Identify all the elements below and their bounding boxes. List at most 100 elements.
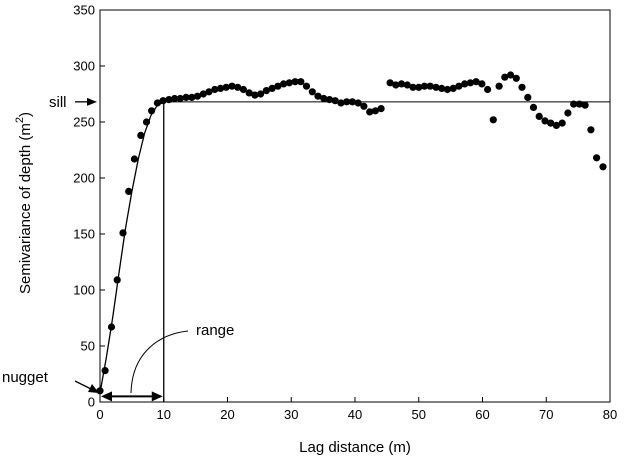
data-point [148, 107, 156, 115]
y-tick-label: 50 [81, 339, 95, 354]
y-axis-label-main: Semivariance of depth (m [17, 123, 34, 294]
data-point [547, 119, 555, 127]
range-leader-line [130, 330, 189, 394]
y-axis-label-close: ) [17, 112, 34, 117]
y-tick-label: 300 [73, 59, 95, 74]
data-point [518, 83, 526, 91]
data-point [153, 99, 161, 107]
data-point [587, 126, 595, 134]
x-axis-label: Lag distance (m) [299, 439, 411, 456]
data-point [159, 97, 167, 105]
data-point [165, 96, 173, 104]
data-point [371, 107, 379, 115]
data-point [397, 80, 406, 88]
data-point [274, 82, 282, 90]
data-point [107, 323, 116, 331]
model-lines [99, 101, 610, 402]
data-point [484, 85, 492, 94]
data-point [466, 79, 474, 87]
data-point [216, 84, 225, 92]
data-point [176, 94, 184, 103]
annotations [74, 97, 189, 402]
data-point [472, 78, 480, 86]
data-point [308, 88, 316, 96]
data-point [403, 81, 411, 89]
data-point [593, 154, 601, 162]
data-point [449, 84, 457, 92]
x-tick-label: 60 [475, 407, 489, 422]
data-point [529, 103, 538, 111]
data-point [558, 119, 566, 127]
data-point [251, 91, 259, 99]
x-tick-label: 50 [412, 407, 426, 422]
data-point [101, 367, 109, 375]
data-point [320, 94, 328, 103]
data-point [96, 387, 104, 395]
sill-label: sill [49, 94, 67, 111]
data-point [302, 82, 311, 90]
ticks: 0 10 20 30 40 50 60 70 80 0 50 100 150 200 250 300 350 [73, 3, 617, 423]
data-point [171, 94, 179, 103]
data-point [392, 81, 400, 89]
y-tick-label: 250 [73, 115, 95, 130]
y-tick-label: 100 [73, 283, 95, 298]
data-point [512, 74, 520, 82]
data-point [478, 80, 486, 88]
data-point [119, 229, 127, 237]
y-axis-label: Semivariance of depth (m2) [14, 112, 34, 294]
data-point [268, 84, 276, 92]
data-point [182, 93, 190, 101]
data-point [409, 83, 417, 91]
y-tick-label: 150 [73, 227, 95, 242]
data-point [331, 97, 339, 105]
sill-arrowhead [87, 97, 97, 106]
nugget-label: nugget [2, 369, 49, 386]
data-point [343, 98, 351, 106]
y-tick-label: 200 [73, 171, 95, 186]
x-tick-label: 20 [220, 407, 234, 422]
data-point [354, 99, 362, 107]
data-point [348, 98, 356, 106]
data-point [432, 83, 440, 91]
data-point [552, 121, 561, 129]
range-arrowhead-left [101, 391, 112, 402]
data-point [280, 80, 288, 88]
data-point [360, 102, 368, 110]
data-point [495, 82, 503, 90]
data-point [234, 83, 242, 91]
data-point [125, 187, 133, 195]
model-curve [99, 101, 165, 394]
range-label: range [196, 322, 234, 339]
data-point [257, 90, 265, 98]
data-point [314, 92, 322, 100]
data-point [211, 85, 219, 94]
data-point [137, 131, 145, 139]
data-points [96, 71, 607, 395]
y-tick-label: 0 [88, 395, 95, 410]
data-point [262, 87, 270, 95]
data-point [113, 276, 121, 284]
plot-frame [99, 9, 611, 403]
range-arrowhead-right [151, 391, 163, 402]
data-point [291, 78, 299, 86]
data-point [325, 96, 334, 104]
data-point [297, 78, 305, 86]
x-tick-label: 10 [157, 407, 171, 422]
data-point [541, 117, 549, 125]
data-point [575, 100, 584, 108]
data-point [188, 93, 196, 101]
data-point [570, 100, 578, 108]
data-point [420, 82, 429, 90]
x-tick-label: 70 [539, 407, 553, 422]
data-point [366, 108, 374, 116]
data-point [455, 82, 463, 90]
data-point [239, 85, 247, 94]
data-point [426, 82, 434, 90]
data-point [564, 109, 572, 117]
data-point [581, 101, 589, 109]
data-point [438, 84, 446, 92]
data-point [461, 80, 469, 88]
nugget-arrowhead [88, 384, 99, 393]
x-tick-label: 0 [96, 407, 103, 422]
data-point [524, 93, 532, 101]
